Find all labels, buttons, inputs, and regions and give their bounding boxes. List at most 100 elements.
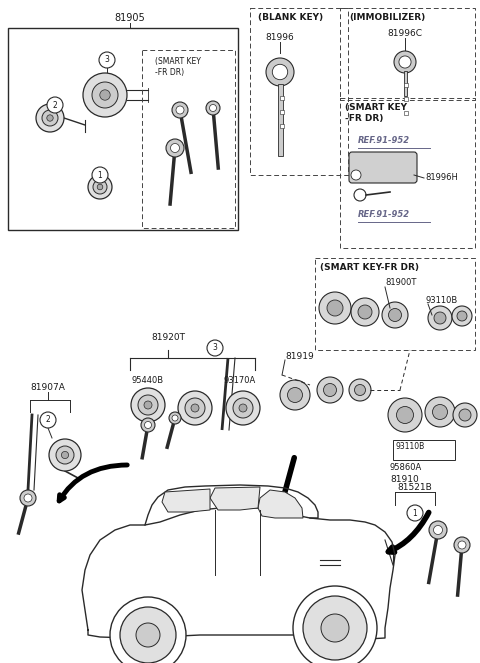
Circle shape bbox=[136, 623, 160, 647]
Circle shape bbox=[166, 139, 184, 157]
Circle shape bbox=[428, 306, 452, 330]
Circle shape bbox=[293, 586, 377, 663]
Circle shape bbox=[170, 143, 180, 152]
Text: 81996: 81996 bbox=[265, 33, 294, 42]
Circle shape bbox=[272, 64, 288, 80]
Polygon shape bbox=[162, 489, 210, 512]
Circle shape bbox=[349, 379, 371, 401]
Text: 95860A: 95860A bbox=[390, 463, 422, 472]
Bar bbox=[279, 96, 284, 100]
Text: (SMART KEY-FR DR): (SMART KEY-FR DR) bbox=[320, 263, 419, 272]
Circle shape bbox=[388, 308, 401, 322]
Text: (BLANK KEY): (BLANK KEY) bbox=[258, 13, 323, 22]
Circle shape bbox=[169, 412, 181, 424]
Bar bbox=[404, 97, 408, 101]
Circle shape bbox=[42, 110, 58, 126]
Circle shape bbox=[172, 415, 178, 421]
Circle shape bbox=[88, 175, 112, 199]
Circle shape bbox=[324, 383, 336, 396]
Text: (IMMOBILIZER): (IMMOBILIZER) bbox=[349, 13, 425, 22]
Circle shape bbox=[453, 403, 477, 427]
Circle shape bbox=[144, 401, 152, 409]
Text: 81900T: 81900T bbox=[385, 278, 416, 287]
Circle shape bbox=[457, 311, 467, 321]
Circle shape bbox=[207, 340, 223, 356]
Bar bbox=[315, 258, 475, 350]
Circle shape bbox=[399, 56, 411, 68]
Text: 81996C: 81996C bbox=[387, 29, 422, 38]
Bar bbox=[142, 50, 235, 228]
Circle shape bbox=[459, 409, 471, 421]
Circle shape bbox=[432, 404, 447, 420]
Circle shape bbox=[141, 418, 155, 432]
Text: REF.91-952: REF.91-952 bbox=[358, 210, 410, 219]
Circle shape bbox=[97, 184, 103, 190]
Text: (SMART KEY
-FR DR): (SMART KEY -FR DR) bbox=[345, 103, 407, 123]
Bar bbox=[404, 71, 407, 96]
Circle shape bbox=[351, 170, 361, 180]
Circle shape bbox=[303, 596, 367, 660]
Circle shape bbox=[92, 82, 118, 108]
Circle shape bbox=[206, 101, 220, 115]
Circle shape bbox=[209, 105, 216, 111]
Circle shape bbox=[138, 395, 158, 415]
Circle shape bbox=[351, 298, 379, 326]
Circle shape bbox=[233, 398, 253, 418]
Text: 81919: 81919 bbox=[285, 352, 314, 361]
Circle shape bbox=[100, 90, 110, 100]
Text: 81920T: 81920T bbox=[151, 333, 185, 342]
Text: 81910: 81910 bbox=[390, 475, 419, 484]
Text: 81996H: 81996H bbox=[425, 174, 458, 182]
Circle shape bbox=[429, 521, 447, 539]
Circle shape bbox=[176, 106, 184, 114]
Circle shape bbox=[185, 398, 205, 418]
Text: 81905: 81905 bbox=[115, 13, 145, 23]
Text: 3: 3 bbox=[213, 343, 217, 353]
Circle shape bbox=[266, 58, 294, 86]
Circle shape bbox=[120, 607, 176, 663]
Text: 93110B: 93110B bbox=[425, 296, 457, 305]
Circle shape bbox=[61, 452, 69, 459]
Circle shape bbox=[49, 439, 81, 471]
Circle shape bbox=[83, 73, 127, 117]
Text: 93170A: 93170A bbox=[224, 376, 256, 385]
Bar bbox=[393, 440, 455, 460]
Circle shape bbox=[131, 388, 165, 422]
Circle shape bbox=[319, 292, 351, 324]
Circle shape bbox=[191, 404, 199, 412]
Circle shape bbox=[36, 104, 64, 132]
Circle shape bbox=[382, 302, 408, 328]
Circle shape bbox=[396, 406, 413, 424]
Text: 81521B: 81521B bbox=[397, 483, 432, 492]
Circle shape bbox=[24, 494, 32, 502]
Text: 2: 2 bbox=[46, 416, 50, 424]
Circle shape bbox=[47, 115, 53, 121]
Text: 3: 3 bbox=[105, 56, 109, 64]
Bar bbox=[279, 110, 284, 114]
FancyBboxPatch shape bbox=[349, 152, 417, 183]
Circle shape bbox=[56, 446, 74, 464]
Bar bbox=[277, 84, 283, 156]
Circle shape bbox=[288, 387, 302, 402]
Circle shape bbox=[433, 526, 443, 534]
Circle shape bbox=[394, 51, 416, 73]
Circle shape bbox=[40, 412, 56, 428]
Bar bbox=[404, 111, 408, 115]
Circle shape bbox=[317, 377, 343, 403]
Text: 1: 1 bbox=[413, 509, 418, 518]
Polygon shape bbox=[210, 487, 260, 510]
Polygon shape bbox=[258, 490, 303, 518]
Bar bbox=[404, 83, 408, 87]
Circle shape bbox=[452, 306, 472, 326]
Circle shape bbox=[458, 541, 466, 549]
Circle shape bbox=[47, 97, 63, 113]
Circle shape bbox=[20, 490, 36, 506]
Text: REF.91-952: REF.91-952 bbox=[358, 136, 410, 145]
Circle shape bbox=[407, 505, 423, 521]
Circle shape bbox=[178, 391, 212, 425]
Circle shape bbox=[110, 597, 186, 663]
Circle shape bbox=[425, 397, 455, 427]
Circle shape bbox=[388, 398, 422, 432]
Circle shape bbox=[92, 167, 108, 183]
Text: (SMART KEY
-FR DR): (SMART KEY -FR DR) bbox=[155, 57, 201, 77]
